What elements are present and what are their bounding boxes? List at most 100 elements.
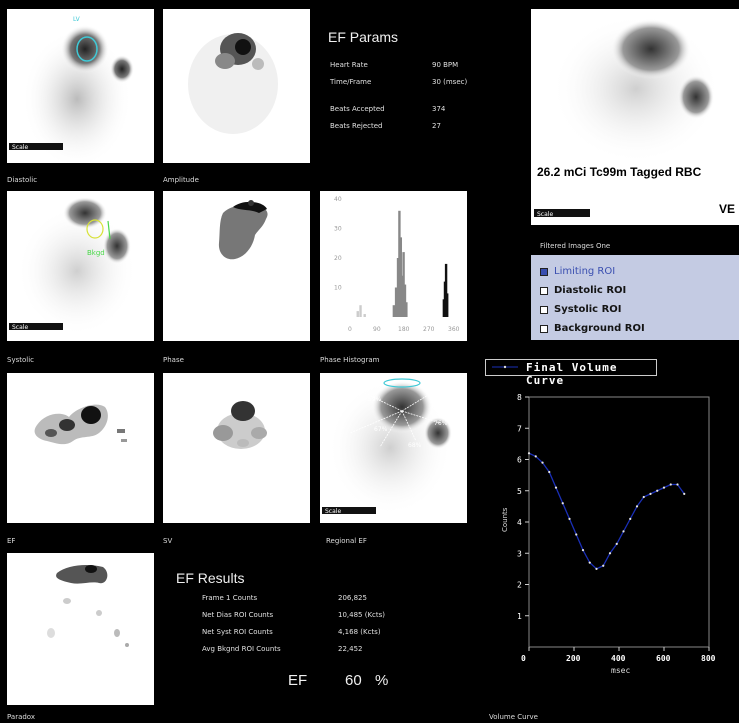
ef-param-label: Beats Rejected [330,122,383,130]
volume-curve-point [534,455,537,458]
diastolic-image[interactable]: LV Scale [7,9,154,163]
volume-curve-point [642,495,645,499]
raw-image[interactable]: 26.2 mCi Tc99m Tagged RBC Scale VE [531,9,739,225]
checkbox-icon[interactable] [540,286,548,295]
amplitude-image[interactable] [163,9,310,163]
x-axis-label: msec [611,666,630,675]
y-tick-label: 8 [517,393,522,402]
volume-curve-point [595,567,598,570]
svg-text:Scale: Scale [12,144,28,151]
ef-params-title: EF Params [328,29,399,45]
histogram-bar [401,275,404,317]
histogram-bar [392,305,396,317]
roi-option-background[interactable]: Background ROI [540,323,645,334]
volume-curve-point [602,564,605,567]
y-tick-label: 4 [517,518,522,527]
systolic-image[interactable]: Bkgd Scale [7,191,154,341]
roi-option-systolic[interactable]: Systolic ROI [540,304,622,315]
y-tick-label: 20 [334,255,342,262]
plot-frame [528,396,710,648]
volume-curve-point [649,492,652,495]
volume-curve-point [662,486,666,489]
volume-curve-point [629,517,632,520]
volume-curve-point [561,502,564,505]
ef-value: 60 [345,672,362,689]
volume-curve-point [554,486,558,489]
x-tick-label: 360 [448,326,460,333]
volume-curve-legend: Final Volume Curve [485,359,657,387]
phase-caption: Phase [163,356,184,364]
svg-text:Scale: Scale [12,324,28,331]
ef-param-value: 374 [432,105,446,113]
checkbox-icon[interactable] [540,324,548,333]
regional-ef-caption: Regional EF [326,537,367,545]
legend-label: Final Volume Curve [526,361,618,387]
sv-scan [213,401,267,449]
volume-curve-caption: Volume Curve [489,713,538,721]
legend-line-swatch [492,365,518,369]
amplitude-scan [188,33,278,134]
checkbox-icon[interactable] [540,305,548,314]
volume-curve-point [669,483,672,486]
x-tick-label: 400 [611,654,626,663]
paradox-image[interactable] [7,553,154,705]
roi-option-limiting[interactable]: Limiting ROI [540,266,615,277]
x-tick-label: 0 [348,326,352,333]
phase-image[interactable] [163,191,310,341]
ef-param-label: Time/Frame [330,78,372,86]
volume-curve-line [528,452,685,570]
ef-param-label: Beats Accepted [330,105,385,113]
sv-image[interactable] [163,373,310,523]
histogram-bar [394,287,398,317]
y-tick-label: 30 [334,226,342,233]
roi-bkgd-label: Bkgd [87,249,105,257]
regional-ef-scan: 59% 49% 67% 76% 68% Scale [322,378,454,516]
ef-result-label: Avg Bkgnd ROI Counts [202,645,281,653]
sector-ef-label: 68% [408,442,422,449]
checkbox-icon[interactable] [540,267,548,276]
raw-scan: 26.2 mCi Tc99m Tagged RBC Scale VE [534,14,735,218]
volume-curve-point [568,517,571,520]
volume-curve-chart: 1 2 3 4 5 6 7 8 0 200 400 600 800 msec Counts [501,393,716,675]
sector-ef-label: 67% [374,426,388,433]
roi-option-label: Diastolic ROI [554,285,627,296]
ef-param-label: Heart Rate [330,61,368,69]
roi-option-label: Limiting ROI [554,266,616,277]
systolic-scan: Bkgd Scale [9,197,137,336]
y-tick-label: 1 [517,612,522,621]
y-axis-label: Counts [501,507,509,532]
volume-curve-point [656,489,659,492]
systolic-caption: Systolic [7,356,34,364]
y-tick-label: 6 [517,456,522,465]
volume-curve-point [527,452,531,455]
volume-curve-point [541,461,544,464]
phase-histogram-chart: 40 30 20 10 0 90 180 270 360 [334,196,460,333]
ef-result-value: 22,452 [338,645,363,653]
y-tick-label: 40 [334,196,342,203]
histogram-bar [405,302,408,317]
y-tick-label: 2 [517,581,522,590]
x-tick-label: 200 [566,654,581,663]
ef-image[interactable] [7,373,154,523]
volume-curve-point [615,542,618,545]
phase-histogram[interactable]: 40 30 20 10 0 90 180 270 360 [320,191,467,341]
regional-ef-image[interactable]: 59% 49% 67% 76% 68% Scale [320,373,467,523]
ef-result-value: 4,168 (Kcts) [338,628,381,636]
histogram-bar [359,305,362,317]
raw-image-title: 26.2 mCi Tc99m Tagged RBC [537,165,702,179]
histogram-bar [444,263,448,317]
ef-result-value: 206,825 [338,594,367,602]
ef-result-value: 10,485 (Kcts) [338,611,386,619]
sector-ef-label: 76% [434,420,448,427]
volume-curve-point [588,561,591,564]
volume-curve-point [676,483,679,486]
diastolic-caption: Diastolic [7,176,38,184]
ef-param-value: 90 BPM [432,61,459,69]
ef-results-panel: EF Results Frame 1 Counts 206,825 Net Di… [160,560,480,710]
y-tick-label: 10 [334,285,342,292]
ef-params-panel: EF Params Heart Rate 90 BPM Time/Frame 3… [320,9,525,164]
roi-option-diastolic[interactable]: Diastolic ROI [540,285,626,296]
ef-scan [34,404,127,445]
ef-param-value: 30 (msec) [432,78,468,86]
x-tick-label: 0 [521,654,526,663]
